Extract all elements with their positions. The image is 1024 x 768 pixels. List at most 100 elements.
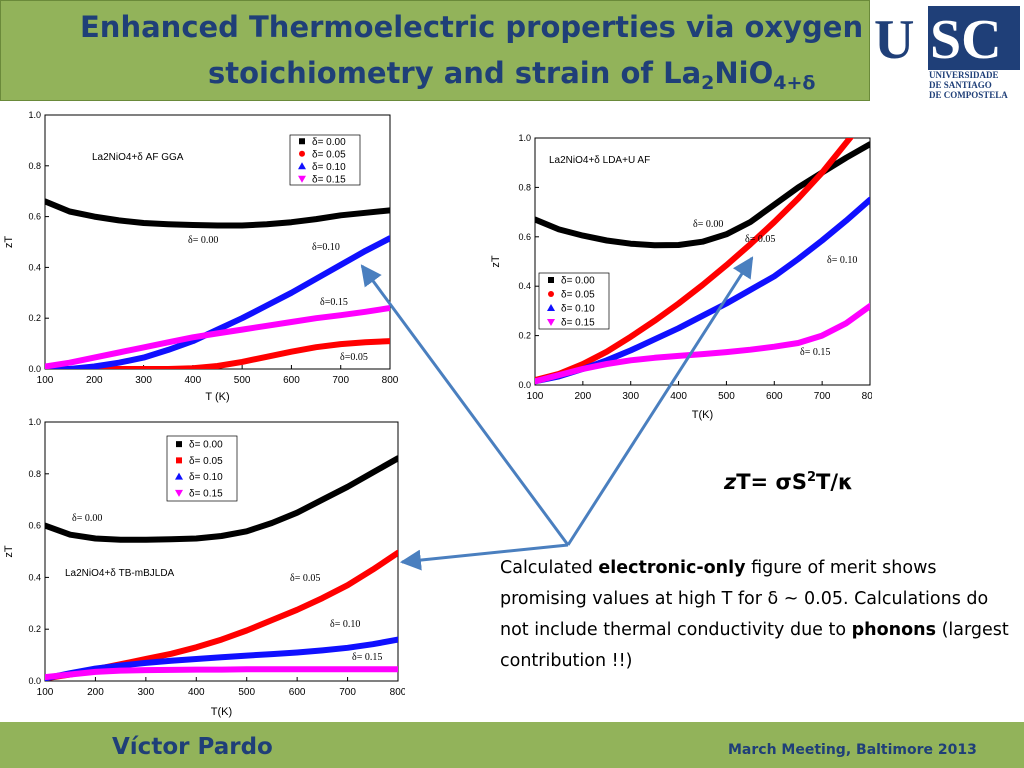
y-axis-label: zT xyxy=(490,255,502,268)
data-point xyxy=(701,352,704,356)
title-subscript-delta: 4+δ xyxy=(773,72,816,94)
chart-inset-title: La2NiO4+δ LDA+U AF xyxy=(549,155,650,166)
x-tick-label: 500 xyxy=(234,375,251,386)
curve-annotation: δ= 0.10 xyxy=(330,619,360,630)
data-point xyxy=(605,239,609,243)
x-tick-label: 700 xyxy=(814,391,831,402)
footer-bar xyxy=(0,722,1024,768)
data-point xyxy=(45,364,47,368)
y-tick-label: 0.0 xyxy=(28,676,41,686)
data-point xyxy=(653,319,657,323)
data-point xyxy=(144,668,148,672)
data-point xyxy=(92,356,96,360)
data-point xyxy=(748,288,752,292)
chart-ldau-af: 100 200 300 400 500 600 700 800 0.0 0.2 0.4 0.6 0.8 1… xyxy=(490,133,872,421)
data-point xyxy=(388,236,390,240)
data-point xyxy=(653,337,657,341)
data-point xyxy=(320,667,324,671)
data-point xyxy=(796,185,800,189)
data-point xyxy=(245,628,249,632)
data-point xyxy=(216,223,219,227)
x-tick-label: 800 xyxy=(382,375,399,386)
data-point xyxy=(45,199,47,203)
data-point xyxy=(289,220,293,224)
legend-label: δ= 0.00 xyxy=(561,276,595,287)
legend-label: δ= 0.05 xyxy=(189,456,223,467)
data-point xyxy=(701,240,704,244)
data-point xyxy=(191,366,195,369)
data-point xyxy=(265,304,269,307)
data-point xyxy=(701,314,704,318)
title-subscript-2: 2 xyxy=(701,72,715,94)
x-tick-label: 400 xyxy=(188,687,205,698)
data-point xyxy=(166,222,170,226)
x-tick-label: 600 xyxy=(766,391,783,402)
data-point xyxy=(820,171,824,175)
x-tick-label: 800 xyxy=(862,391,872,402)
data-point xyxy=(796,197,800,201)
data-point xyxy=(314,316,318,320)
data-point xyxy=(772,274,776,278)
data-point xyxy=(117,361,121,365)
data-point xyxy=(363,249,367,253)
footer-event: March Meeting, Baltimore 2013 xyxy=(728,742,977,758)
data-point xyxy=(117,218,121,222)
legend-marker xyxy=(176,457,182,464)
data-point xyxy=(169,537,173,541)
usc-logo: U SC xyxy=(870,0,1024,101)
data-point xyxy=(535,218,537,222)
data-point xyxy=(240,360,244,364)
data-point xyxy=(68,361,72,365)
legend-marker xyxy=(298,175,306,183)
data-point xyxy=(629,358,633,362)
legend-marker xyxy=(175,472,183,480)
caption-part1: Calculated xyxy=(500,558,599,578)
x-tick-label: 300 xyxy=(138,687,155,698)
data-point xyxy=(220,655,223,659)
data-point xyxy=(396,551,398,555)
data-point xyxy=(371,667,375,671)
data-point xyxy=(289,320,293,324)
data-point xyxy=(772,203,776,207)
data-point xyxy=(363,211,367,215)
x-tick-label: 400 xyxy=(670,391,687,402)
data-point xyxy=(371,568,375,572)
data-point xyxy=(144,661,148,665)
data-point xyxy=(216,364,219,368)
data-point xyxy=(629,348,633,352)
data-point xyxy=(796,341,800,345)
data-point xyxy=(191,223,195,227)
data-point xyxy=(339,213,343,217)
x-axis-label: T(K) xyxy=(692,409,713,421)
data-point xyxy=(265,355,269,359)
data-point xyxy=(844,321,848,325)
logo-sc: SC xyxy=(930,9,1002,70)
curve-annotation: δ= 0.15 xyxy=(800,347,830,358)
data-point xyxy=(270,667,274,671)
y-tick-label: 1.0 xyxy=(518,133,531,143)
data-point xyxy=(169,652,173,656)
footer-author: Víctor Pardo xyxy=(112,734,273,760)
data-point xyxy=(346,583,350,587)
data-point xyxy=(169,659,173,663)
data-point xyxy=(677,243,681,247)
data-point xyxy=(144,657,148,661)
data-point xyxy=(240,328,244,332)
data-point xyxy=(371,642,375,646)
series-group xyxy=(45,455,398,681)
curve-annotation: δ=0.05 xyxy=(340,352,368,363)
data-point xyxy=(339,263,343,267)
y-tick-label: 1.0 xyxy=(28,417,41,427)
data-point xyxy=(724,301,728,305)
data-point xyxy=(724,350,728,354)
legend-marker xyxy=(298,162,306,170)
series-line-3 xyxy=(45,305,390,369)
data-point xyxy=(388,208,390,212)
data-point xyxy=(194,657,198,661)
data-point xyxy=(144,538,148,542)
data-point xyxy=(557,227,561,231)
data-point xyxy=(557,373,561,377)
data-point xyxy=(314,277,318,281)
data-point xyxy=(396,667,398,671)
data-point xyxy=(194,537,198,541)
